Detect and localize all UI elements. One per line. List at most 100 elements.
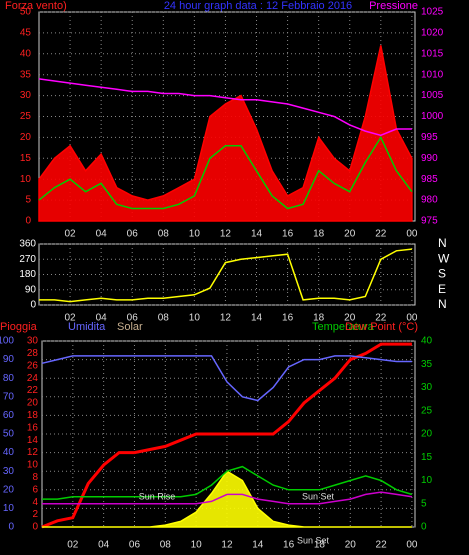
y3-tick-label: 12	[27, 447, 39, 458]
y-tick-label: 45	[20, 28, 32, 39]
x-tick-label: 12	[220, 229, 232, 240]
y-tick-label: 50	[20, 7, 32, 18]
y2-tick-label: N	[438, 236, 447, 250]
y-tick-label: 0	[30, 300, 36, 311]
y3-tick-label: 10	[27, 460, 39, 471]
x-tick-label: 06	[127, 229, 139, 240]
y-tick-label: 360	[19, 239, 36, 250]
y-tick-label: 0	[25, 216, 31, 227]
y-tick-label: 70	[3, 391, 15, 402]
y-tick-label: 90	[3, 354, 15, 365]
y-tick-label: 50	[3, 429, 15, 440]
y-tick-label: 20	[3, 484, 15, 495]
y-tick-label: 180	[19, 269, 36, 280]
x-tick-label: 08	[158, 229, 170, 240]
y-tick-label: 15	[20, 153, 32, 164]
x-tick-label: 14	[252, 540, 264, 551]
x-tick-label: 22	[375, 229, 387, 240]
y2-tick-label: 20	[421, 429, 433, 440]
y3-tick-label: 16	[27, 422, 39, 433]
x-tick-label: 10	[191, 540, 203, 551]
legend-label: Temperatura	[312, 321, 375, 333]
y2-tick-label: 1015	[421, 48, 444, 59]
y2-tick-label: 975	[421, 216, 438, 227]
y-tick-label: 25	[20, 111, 32, 122]
y2-tick-label: W	[438, 251, 450, 265]
y2-tick-label: 985	[421, 174, 438, 185]
x-tick-label: 02	[65, 229, 77, 240]
y2-tick-label: 35	[421, 359, 433, 370]
x-tick-label: 18	[313, 313, 325, 324]
x-tick-label: 10	[189, 229, 201, 240]
legend-label: Umidita	[68, 321, 106, 333]
y3-tick-label: 20	[27, 398, 39, 409]
x-tick-label: 04	[96, 313, 108, 324]
y-tick-label: 10	[20, 174, 32, 185]
x-tick-label: 18	[313, 229, 325, 240]
y3-tick-label: 18	[27, 410, 39, 421]
x-tick-label: 00	[406, 313, 418, 324]
x-tick-label: 16	[282, 313, 294, 324]
line	[42, 491, 413, 505]
y3-tick-label: 24	[27, 373, 39, 384]
line	[41, 355, 412, 402]
line	[38, 135, 413, 210]
area	[42, 470, 412, 528]
x-tick-label: 12	[220, 313, 232, 324]
line	[41, 342, 412, 529]
y3-tick-label: 8	[32, 472, 38, 483]
y2-tick-label: 25	[421, 405, 433, 416]
y-tick-label: 5	[25, 195, 31, 206]
y2-tick-label: 40	[421, 336, 433, 347]
y3-tick-label: 14	[27, 435, 39, 446]
y-tick-label: 30	[20, 90, 32, 101]
y3-tick-label: 6	[32, 484, 38, 495]
annotation: Sun Set	[302, 491, 335, 501]
y3-tick-label: 2	[32, 509, 38, 520]
x-tick-label: 02	[65, 313, 77, 324]
x-tick-label: 20	[345, 540, 357, 551]
y2-tick-label: E	[438, 282, 446, 296]
y2-tick-label: 1000	[421, 111, 444, 122]
annotation: Sun Set	[297, 535, 330, 545]
y2-tick-label: 1005	[421, 90, 444, 101]
x-tick-label: 14	[251, 313, 263, 324]
x-tick-label: 08	[158, 313, 170, 324]
x-tick-label: 00	[406, 540, 418, 551]
y-tick-label: 30	[3, 466, 15, 477]
y3-tick-label: 28	[27, 348, 39, 359]
x-tick-label: 16	[282, 229, 294, 240]
x-tick-label: 06	[127, 313, 139, 324]
x-tick-label: 22	[376, 540, 388, 551]
x-tick-label: 10	[189, 313, 201, 324]
y3-tick-label: 26	[27, 360, 39, 371]
legend-label: Dew Point (°C)	[345, 321, 418, 333]
x-tick-label: 18	[314, 540, 326, 551]
x-tick-label: 00	[406, 229, 418, 240]
x-tick-label: 20	[344, 313, 356, 324]
y2-tick-label: 995	[421, 132, 438, 143]
y-tick-label: 40	[3, 447, 15, 458]
x-tick-label: 08	[160, 540, 172, 551]
y2-tick-label: 0	[421, 522, 427, 533]
y-tick-label: 20	[20, 132, 32, 143]
line	[42, 465, 413, 500]
x-tick-label: 16	[283, 540, 295, 551]
y-tick-label: 270	[19, 254, 36, 265]
y2-tick-label: 10	[421, 475, 433, 486]
y2-tick-label: 30	[421, 382, 433, 393]
y-tick-label: 0	[8, 522, 14, 533]
x-tick-label: 04	[98, 540, 110, 551]
y2-tick-label: 980	[421, 195, 438, 206]
x-tick-label: 04	[96, 229, 108, 240]
line	[38, 78, 412, 137]
y3-tick-label: 4	[32, 497, 38, 508]
x-tick-label: 20	[344, 229, 356, 240]
line	[39, 248, 412, 303]
y2-axis-label: Pressione	[369, 0, 418, 12]
x-tick-label: 06	[129, 540, 141, 551]
x-tick-label: 02	[67, 540, 79, 551]
y2-tick-label: 5	[421, 498, 427, 509]
y-tick-label: 35	[20, 69, 32, 80]
